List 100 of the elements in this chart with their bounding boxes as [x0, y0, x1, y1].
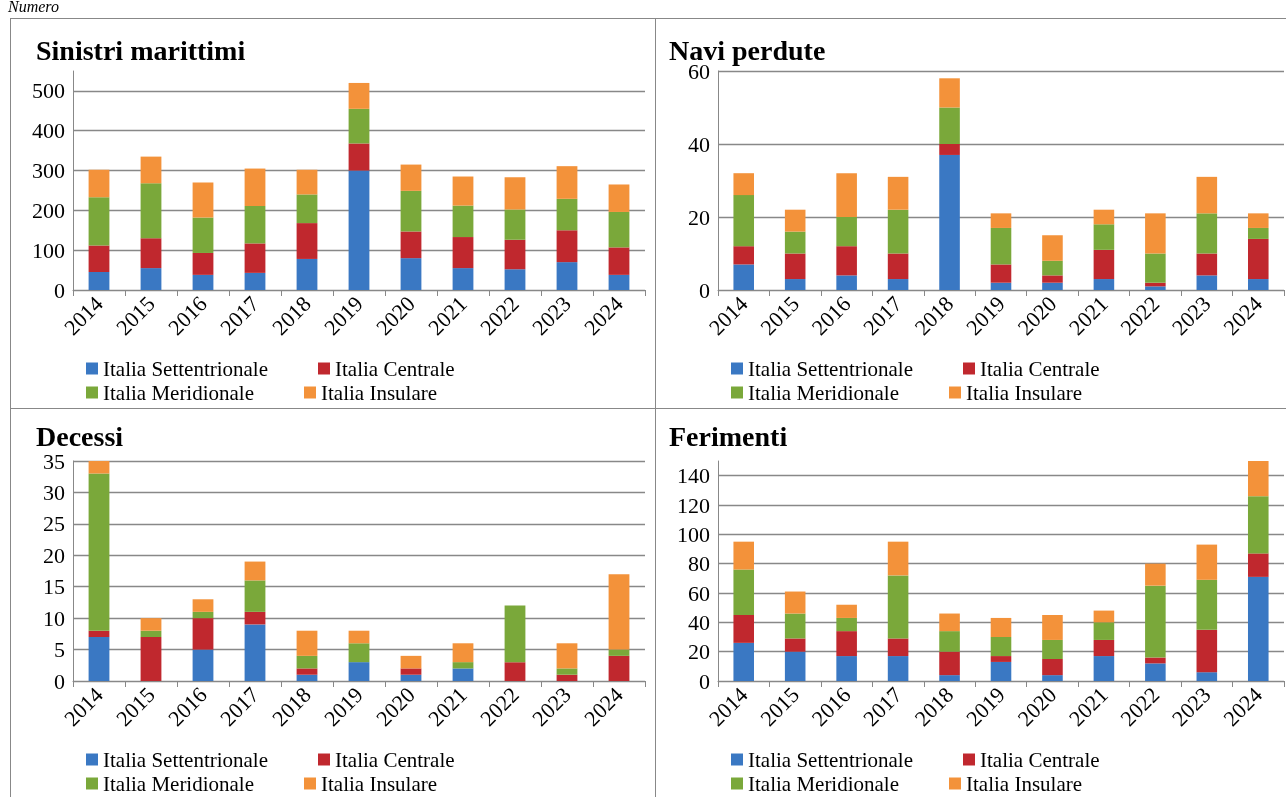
bar	[990, 661, 1012, 681]
chart-title: Navi perdute	[669, 34, 826, 66]
bar	[939, 613, 960, 632]
y-tick-label: 25	[43, 511, 65, 537]
bar	[836, 631, 857, 657]
bar	[1042, 260, 1063, 276]
bar	[348, 170, 370, 290]
bar	[784, 638, 806, 652]
bar	[140, 156, 162, 184]
bar	[192, 182, 214, 218]
bar	[1247, 496, 1269, 554]
bar	[1247, 553, 1269, 577]
bar	[88, 473, 110, 631]
bar	[1247, 238, 1269, 280]
bar	[1042, 675, 1063, 681]
bar	[887, 575, 909, 639]
bar	[1145, 563, 1166, 586]
legend-label: Italia Insulare	[321, 771, 438, 796]
y-tick-label: 60	[688, 580, 710, 606]
bar	[556, 674, 578, 681]
bar	[733, 246, 755, 265]
bar	[244, 243, 266, 273]
legend-label: Italia Insulare	[966, 380, 1083, 405]
bar	[784, 279, 806, 290]
bar	[244, 168, 266, 206]
bar	[733, 195, 755, 247]
bar	[140, 183, 162, 239]
y-tick-label: 100	[32, 237, 65, 263]
bar	[192, 217, 214, 253]
bar	[452, 643, 474, 663]
bar	[192, 274, 214, 290]
bar	[88, 637, 110, 681]
bar	[296, 169, 318, 195]
bar	[1196, 253, 1218, 276]
bar	[1196, 579, 1218, 630]
bar	[733, 615, 755, 643]
bar	[140, 630, 162, 637]
bar	[88, 272, 110, 290]
bar	[244, 611, 266, 625]
legend-label: Italia Settentrionale	[748, 356, 914, 381]
bar	[608, 655, 630, 681]
bar	[452, 176, 474, 206]
bar	[244, 205, 266, 244]
bar	[1247, 227, 1269, 239]
y-tick-label: 400	[32, 118, 65, 144]
bar	[1196, 213, 1218, 254]
legend-label: Italia Centrale	[980, 747, 1100, 772]
y-tick-label: 300	[32, 158, 65, 184]
bar	[504, 209, 526, 240]
bar	[556, 643, 578, 669]
y-tick-label: 200	[32, 197, 65, 223]
bar	[452, 237, 474, 269]
bar	[733, 569, 755, 615]
bar	[990, 227, 1012, 265]
bar	[140, 618, 162, 631]
bar	[1093, 610, 1115, 623]
bar	[1093, 656, 1115, 681]
bar	[296, 194, 318, 224]
bar	[1247, 213, 1269, 228]
bar	[556, 230, 578, 263]
bar	[452, 662, 474, 669]
legend-label: Italia Meridionale	[748, 380, 900, 405]
bar	[784, 591, 806, 614]
bar	[192, 252, 214, 275]
bar	[1042, 615, 1063, 640]
bar	[1196, 672, 1218, 681]
bar	[348, 108, 370, 144]
bar	[400, 258, 422, 290]
chart-title: Ferimenti	[669, 420, 788, 452]
bar	[939, 675, 960, 681]
y-tick-label: 140	[677, 463, 710, 489]
legend-label: Italia Centrale	[335, 747, 455, 772]
bar	[1145, 286, 1166, 290]
bar	[1042, 639, 1063, 659]
legend-label: Italia Meridionale	[103, 771, 255, 796]
bar	[939, 144, 960, 155]
bar	[939, 107, 960, 144]
bar	[1247, 576, 1269, 681]
y-tick-label: 0	[699, 277, 710, 303]
bar	[990, 282, 1012, 290]
bar	[244, 580, 266, 612]
bar	[1093, 224, 1115, 250]
y-tick-label: 15	[43, 574, 65, 600]
y-tick-label: 80	[688, 551, 710, 577]
bar	[504, 605, 526, 663]
legend-label: Italia Settentrionale	[103, 747, 269, 772]
bar	[1093, 209, 1115, 225]
y-tick-label: 20	[688, 639, 710, 665]
bar	[88, 197, 110, 246]
bar	[784, 209, 806, 232]
legend-label: Italia Insulare	[321, 380, 438, 405]
bar	[887, 209, 909, 254]
legend-label: Italia Meridionale	[748, 771, 900, 796]
bar	[836, 604, 857, 618]
bar	[504, 177, 526, 210]
bar	[1093, 279, 1115, 290]
bar	[88, 630, 110, 637]
bar	[1196, 176, 1218, 214]
bar	[296, 258, 318, 290]
bar	[939, 78, 960, 108]
